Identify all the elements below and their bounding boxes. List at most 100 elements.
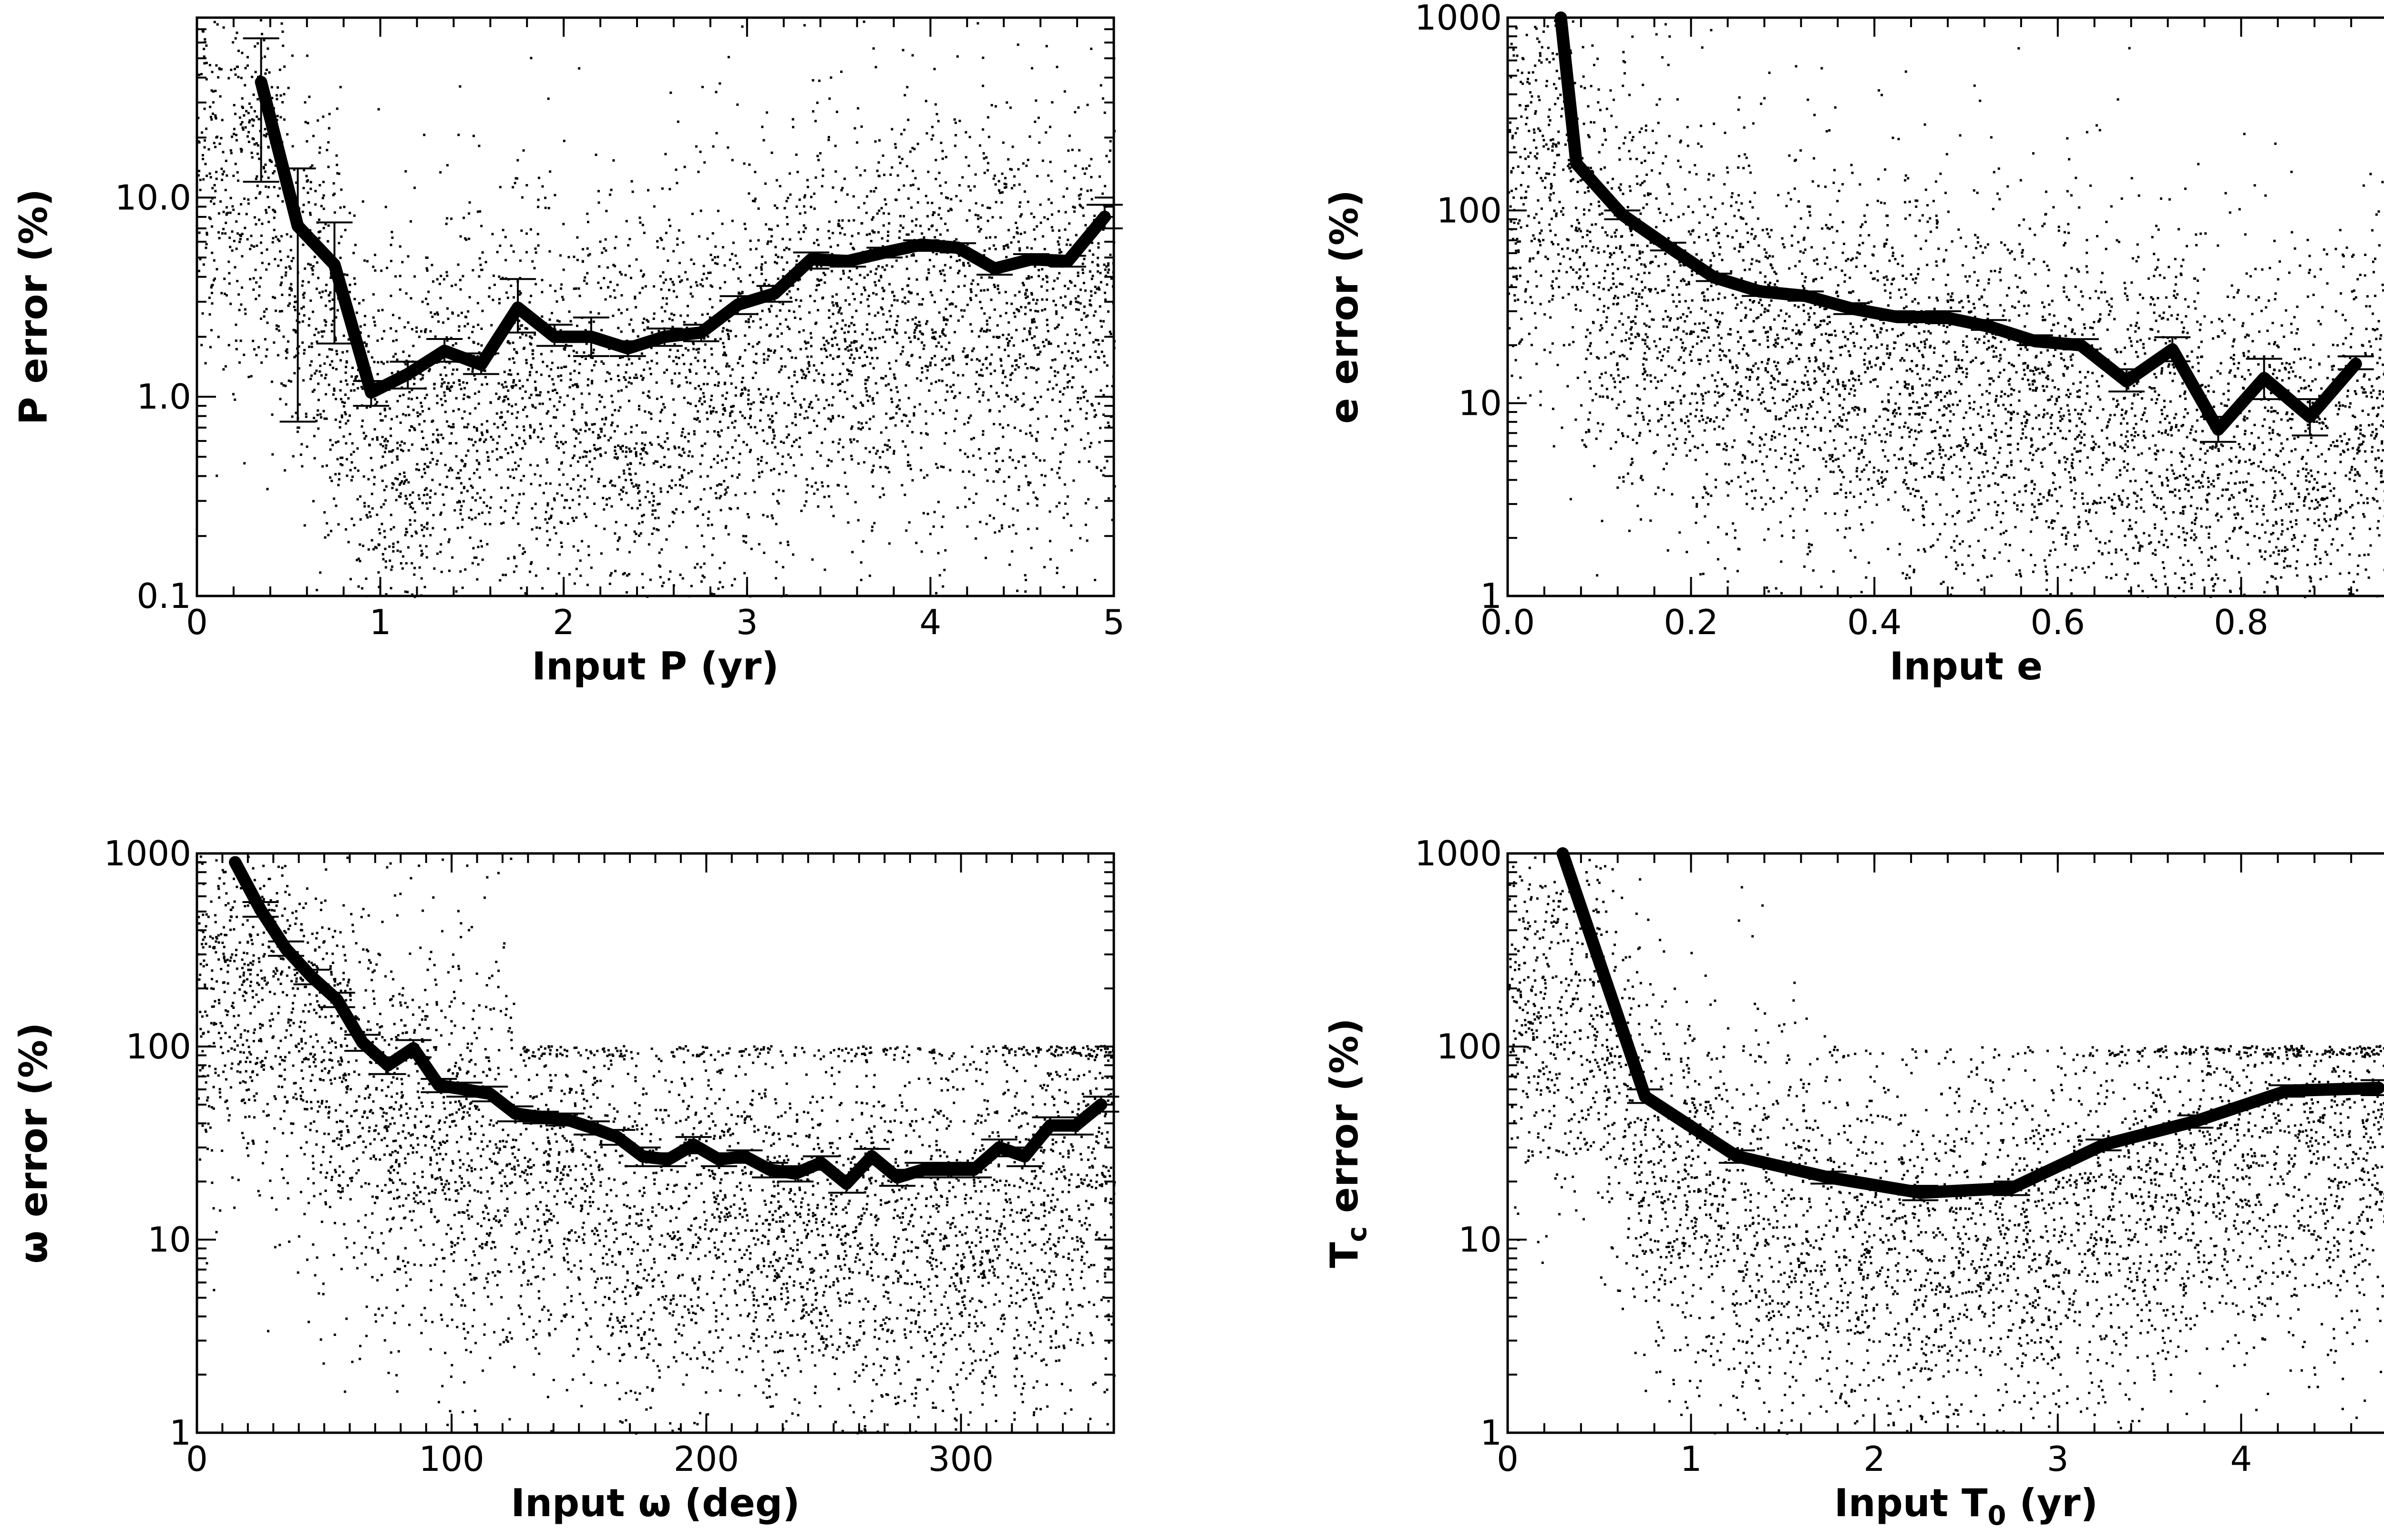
scatter-point — [985, 330, 988, 333]
scatter-point — [513, 296, 515, 299]
scatter-point — [649, 441, 652, 444]
scatter-point — [895, 324, 898, 327]
scatter-point — [764, 182, 767, 185]
scatter-point — [542, 437, 545, 440]
scatter-point — [222, 227, 225, 230]
scatter-point — [751, 199, 754, 202]
scatter-point — [376, 339, 379, 342]
scatter-point — [302, 204, 305, 206]
scatter-point — [435, 438, 438, 441]
scatter-point — [237, 50, 240, 52]
scatter-point — [218, 143, 221, 145]
scatter-point — [514, 177, 517, 180]
scatter-point — [1006, 384, 1008, 387]
scatter-point — [992, 480, 995, 483]
scatter-point — [633, 447, 636, 450]
scatter-point — [546, 522, 549, 524]
scatter-point — [426, 493, 429, 496]
scatter-point — [563, 365, 566, 368]
scatter-point — [628, 468, 631, 471]
scatter-point — [782, 275, 785, 277]
scatter-point — [695, 372, 698, 375]
scatter-point — [1094, 286, 1097, 288]
scatter-point — [1090, 47, 1093, 50]
scatter-point — [931, 294, 934, 297]
scatter-point — [764, 261, 767, 264]
scatter-point — [324, 223, 327, 226]
scatter-point — [1026, 295, 1029, 298]
scatter-point — [617, 390, 620, 392]
scatter-point — [665, 232, 668, 235]
scatter-point — [488, 468, 491, 471]
scatter-point — [293, 306, 296, 308]
scatter-point — [537, 205, 540, 208]
scatter-point — [660, 288, 663, 291]
scatter-point — [591, 423, 594, 426]
scatter-point — [717, 454, 719, 457]
scatter-point — [816, 488, 819, 491]
scatter-point — [611, 484, 614, 487]
scatter-point — [725, 365, 728, 368]
scatter-point — [1108, 425, 1110, 428]
scatter-point — [1064, 170, 1067, 173]
scatter-point — [1014, 400, 1017, 403]
scatter-point — [597, 448, 599, 451]
scatter-point — [1000, 359, 1003, 362]
scatter-point — [674, 484, 677, 487]
scatter-point — [639, 462, 642, 465]
scatter-point — [1074, 285, 1077, 287]
scatter-point — [1025, 164, 1028, 167]
scatter-point — [908, 337, 911, 339]
scatter-point — [1045, 339, 1048, 341]
scatter-point — [728, 365, 730, 368]
scatter-point — [1089, 249, 1091, 252]
scatter-point — [1007, 424, 1009, 427]
scatter-point — [965, 131, 967, 133]
scatter-point — [1025, 376, 1028, 379]
scatter-point — [849, 344, 852, 347]
scatter-point — [476, 302, 479, 305]
scatter-point — [1010, 241, 1013, 244]
scatter-point — [217, 336, 220, 339]
scatter-point — [283, 93, 286, 96]
scatter-point — [627, 463, 629, 466]
scatter-point — [891, 400, 894, 403]
scatter-point — [621, 450, 624, 453]
scatter-point — [1018, 247, 1021, 250]
scatter-point — [249, 247, 252, 250]
scatter-point — [1002, 426, 1004, 429]
scatter-point — [1095, 506, 1098, 509]
scatter-point — [440, 433, 443, 436]
scatter-point — [261, 262, 264, 264]
scatter-point — [770, 228, 773, 231]
scatter-point — [1055, 312, 1058, 315]
scatter-point — [821, 379, 824, 382]
scatter-point — [420, 549, 423, 552]
scatter-point — [459, 513, 462, 515]
scatter-point — [429, 461, 432, 464]
scatter-point — [839, 277, 842, 280]
scatter-point — [1103, 111, 1106, 114]
scatter-point — [785, 246, 788, 249]
scatter-point — [468, 396, 471, 399]
scatter-point — [500, 486, 503, 489]
scatter-point — [546, 461, 549, 464]
scatter-point — [941, 157, 944, 160]
scatter-point — [481, 423, 483, 426]
scatter-point — [641, 514, 644, 517]
scatter-point — [766, 515, 769, 518]
scatter-point — [440, 511, 442, 514]
scatter-point — [831, 301, 834, 304]
scatter-point — [202, 158, 205, 160]
scatter-point — [860, 301, 862, 304]
scatter-point — [723, 493, 726, 496]
scatter-point — [872, 397, 874, 400]
scatter-point — [447, 318, 450, 320]
scatter-point — [873, 522, 876, 524]
scatter-point — [585, 423, 587, 425]
scatter-point — [394, 353, 397, 355]
scatter-point — [254, 268, 257, 271]
scatter-point — [366, 260, 369, 263]
scatter-point — [738, 358, 741, 360]
scatter-point — [1013, 236, 1015, 239]
